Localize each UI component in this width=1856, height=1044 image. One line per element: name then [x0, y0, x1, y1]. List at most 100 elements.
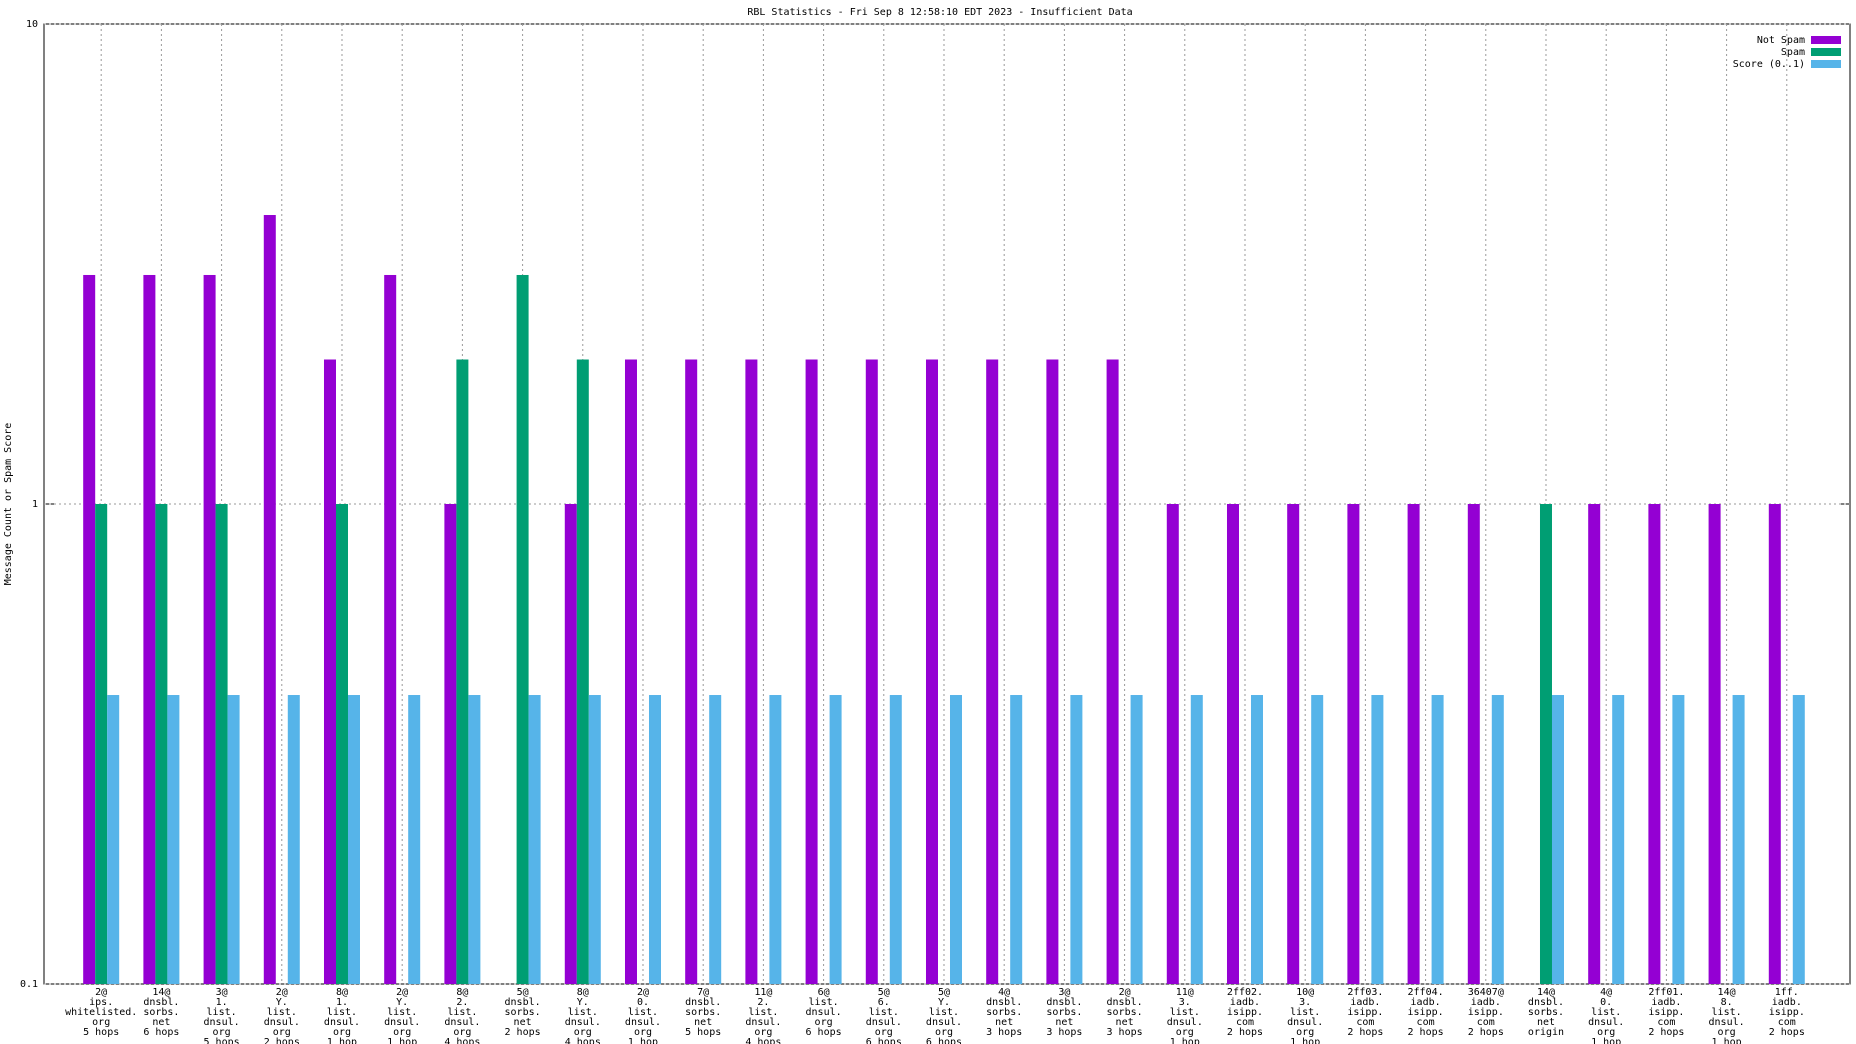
x-tick-label-line: org [1597, 1027, 1615, 1038]
x-tick-label-line: dnsbl. [143, 997, 179, 1008]
x-tick-label-line: org [453, 1027, 471, 1038]
x-tick-label-line: sorbs. [143, 1007, 179, 1018]
bar [408, 695, 421, 984]
x-tick-label-line: dnsbl. [685, 997, 721, 1008]
x-tick-label-line: 6. [878, 997, 890, 1008]
x-tick-label-line: list. [809, 997, 839, 1008]
x-tick-label-line: list. [929, 1007, 959, 1018]
x-tick-label-line: 2 hops [505, 1027, 541, 1038]
bar [865, 359, 878, 984]
x-tick-label: 5@ dnsbl. sorbs. net 2 hops [505, 987, 541, 1038]
x-tick-label: 8@ 1. list. dnsul. org 1 hop [324, 987, 360, 1044]
x-tick-label-line: dnsul. [324, 1017, 360, 1028]
x-tick-label-line: 14@ [1537, 987, 1555, 998]
bar [1612, 695, 1625, 984]
x-tick-label-line: net [514, 1017, 532, 1028]
x-tick-label-line: 1. [216, 997, 228, 1008]
x-tick-label-line: org [393, 1027, 411, 1038]
x-tick-label-line: list. [1712, 1007, 1742, 1018]
x-tick-label-line: 5@ [938, 987, 950, 998]
x-tick-label-line: whitelisted. [65, 1007, 137, 1018]
bar [588, 695, 601, 984]
x-tick-label-line: 0. [1600, 997, 1612, 1008]
x-tick-label-line: 3@ [1058, 987, 1070, 998]
x-tick-label: 3@ 1. list. dnsul. org 5 hops [204, 987, 240, 1044]
bar [709, 695, 722, 984]
x-tick-label-line: 14@ [1718, 987, 1736, 998]
x-tick-label-line: 1 hop [327, 1037, 357, 1044]
x-tick-label-line: iadb. [1651, 997, 1681, 1008]
x-tick-label-line: 2. [757, 997, 769, 1008]
x-tick-label-line: 2 hops [1769, 1027, 1805, 1038]
x-tick-label-line: 2ff03. [1347, 987, 1383, 998]
x-tick-label-line: org [92, 1017, 110, 1028]
y-tick-label: 1 [32, 499, 38, 510]
bar [335, 504, 348, 984]
bar [769, 695, 782, 984]
bar [1287, 504, 1300, 984]
bar [889, 695, 902, 984]
x-tick-label-line: 8@ [456, 987, 468, 998]
bar [1347, 504, 1360, 984]
x-tick-label-line: 3 hops [1107, 1027, 1143, 1038]
bar [1311, 695, 1324, 984]
bar [1431, 695, 1444, 984]
x-tick-label: 2@ Y. list. dnsul. org 2 hops [264, 987, 300, 1044]
x-tick-label-line: 5 hops [83, 1027, 119, 1038]
x-tick-label-line: 11@ [754, 987, 772, 998]
x-tick-label-line: dnsul. [1709, 1017, 1745, 1028]
bar [1226, 504, 1239, 984]
bar [949, 695, 962, 984]
x-tick-label: 5@ 6. list. dnsul. org 6 hops [866, 987, 902, 1044]
x-tick-label: 7@ dnsbl. sorbs. net 5 hops [685, 987, 721, 1038]
x-tick-label-line: dnsul. [204, 1017, 240, 1028]
x-tick-label-line: 1 hop [628, 1037, 658, 1044]
x-tick-label: 4@ dnsbl. sorbs. net 3 hops [986, 987, 1022, 1038]
x-tick-label-line: sorbs. [685, 1007, 721, 1018]
x-tick-label-line: org [1176, 1027, 1194, 1038]
x-tick-label-line: org [333, 1027, 351, 1038]
bar [203, 274, 216, 984]
x-tick-label-line: com [1657, 1017, 1675, 1028]
x-tick-label-line: Y. [396, 997, 408, 1008]
x-tick-label-line: dnsul. [625, 1017, 661, 1028]
x-tick-label-line: list. [327, 1007, 357, 1018]
bar [287, 695, 300, 984]
x-tick-label-line: 5@ [517, 987, 529, 998]
bar [1070, 695, 1083, 984]
x-tick-label-line: 2ff01. [1648, 987, 1684, 998]
x-tick-label-line: 1. [336, 997, 348, 1008]
x-tick-label-line: 8. [1721, 997, 1733, 1008]
x-tick-label-line: 2 hops [1648, 1027, 1684, 1038]
x-tick-label-line: dnsul. [1287, 1017, 1323, 1028]
x-tick-label-line: list. [267, 1007, 297, 1018]
bar [468, 695, 481, 984]
x-tick-label-line: com [1417, 1017, 1435, 1028]
x-tick-label-line: dnsul. [1588, 1017, 1624, 1028]
x-tick-label-line: dnsbl. [1046, 997, 1082, 1008]
x-tick-label-line: 2@ [276, 987, 288, 998]
x-tick-label-line: iadb. [1411, 997, 1441, 1008]
x-tick-label-line: 2. [456, 997, 468, 1008]
x-tick-label-line: list. [869, 1007, 899, 1018]
x-tick-label-line: 2@ [1119, 987, 1131, 998]
x-tick-label-line: 36407@ [1468, 987, 1504, 998]
bar [155, 504, 168, 984]
bar [456, 359, 469, 984]
x-tick-label-line: net [995, 1017, 1013, 1028]
y-tick-label: 10 [26, 19, 38, 30]
x-tick-label-line: net [1116, 1017, 1134, 1028]
x-tick-label-line: 2 hops [1227, 1027, 1263, 1038]
x-tick-label: 2ff02. iadb. isipp. com 2 hops [1227, 987, 1263, 1038]
x-tick-label-line: dnsul. [565, 1017, 601, 1028]
x-tick-label-line: org [1296, 1027, 1314, 1038]
x-tick-label: 2ff04. iadb. isipp. com 2 hops [1408, 987, 1444, 1038]
x-tick-label-line: 1 hop [387, 1037, 417, 1044]
x-tick-label-line: org [213, 1027, 231, 1038]
bar [263, 215, 276, 984]
x-tick-label-line: 3 hops [1046, 1027, 1082, 1038]
x-tick-label-line: com [1778, 1017, 1796, 1028]
x-tick-label-line: isipp. [1468, 1007, 1504, 1018]
x-tick-label-line: 6 hops [143, 1027, 179, 1038]
